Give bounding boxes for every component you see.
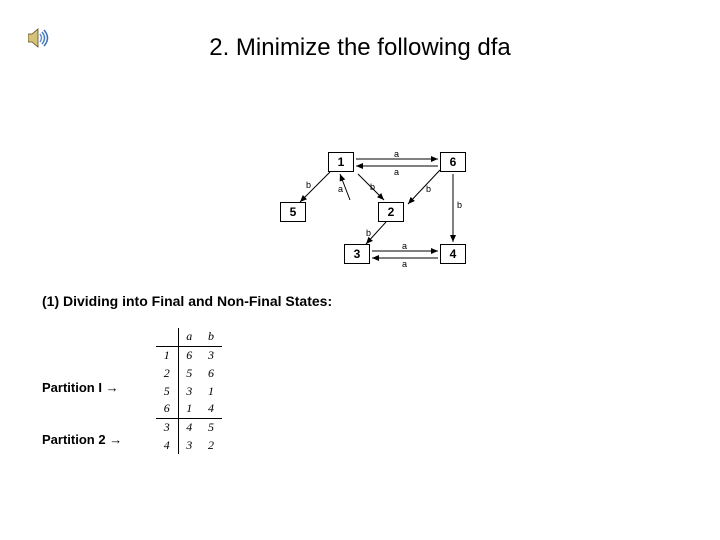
arrow-right-icon: →	[106, 380, 119, 395]
svg-text:a: a	[338, 184, 343, 194]
dfa-diagram: a a b a b b b b a a 1 6 5 2 3 4	[280, 152, 490, 272]
table-row: 4 3 2	[156, 436, 222, 454]
table-row: 5 3 1	[156, 382, 222, 400]
table-header: a	[178, 328, 200, 346]
svg-text:b: b	[457, 200, 462, 210]
table-row: 2 5 6	[156, 364, 222, 382]
dfa-node-1: 1	[328, 152, 354, 172]
svg-text:a: a	[402, 259, 407, 269]
svg-text:b: b	[366, 228, 371, 238]
partition-2-label: Partition 2 →	[42, 432, 122, 447]
transition-table: a b 1 6 3 2 5 6 5 3 1 6 1 4	[156, 328, 222, 454]
svg-text:b: b	[426, 184, 431, 194]
dfa-node-3: 3	[344, 244, 370, 264]
table-row: 3 4 5	[156, 418, 222, 436]
page-title: 2. Minimize the following dfa	[0, 34, 720, 62]
dfa-node-6: 6	[440, 152, 466, 172]
step-subtitle: (1) Dividing into Final and Non-Final St…	[42, 293, 332, 309]
partition-1-label: Partition I →	[42, 380, 119, 395]
dfa-node-2: 2	[378, 202, 404, 222]
table-header	[156, 328, 178, 346]
svg-text:a: a	[394, 167, 399, 177]
dfa-node-4: 4	[440, 244, 466, 264]
svg-text:b: b	[306, 180, 311, 190]
table-row: 6 1 4	[156, 400, 222, 418]
table-row: 1 6 3	[156, 346, 222, 364]
arrow-right-icon: →	[109, 432, 122, 447]
svg-text:b: b	[370, 182, 375, 192]
dfa-node-5: 5	[280, 202, 306, 222]
svg-text:a: a	[402, 241, 407, 251]
svg-text:a: a	[394, 152, 399, 159]
table-header: b	[200, 328, 222, 346]
